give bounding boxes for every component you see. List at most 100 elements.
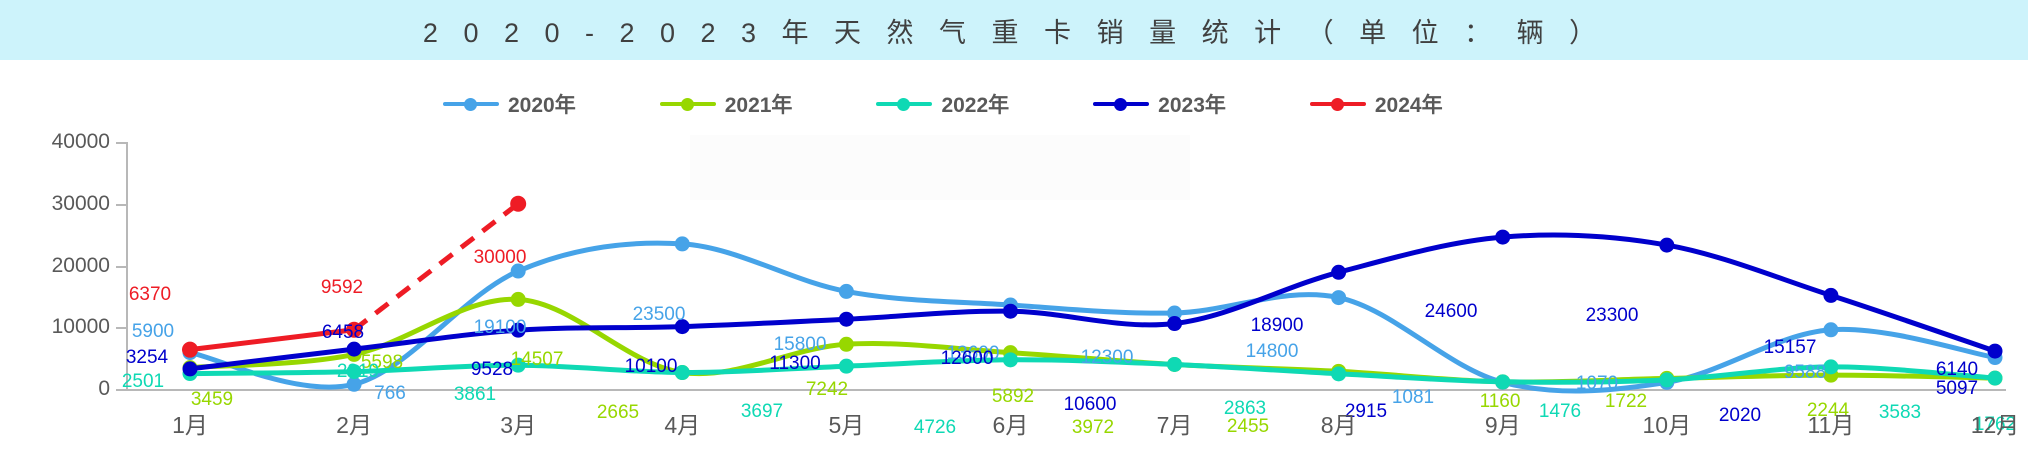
data-point[interactable]	[1659, 237, 1675, 253]
x-axis-tick-label: 9月	[1484, 412, 1521, 438]
data-point[interactable]	[346, 364, 362, 380]
y-axis-tick-label: 10000	[51, 315, 110, 339]
data-point[interactable]	[674, 319, 690, 335]
data-value-label: 1081	[1391, 387, 1435, 408]
data-point[interactable]	[1002, 352, 1018, 368]
data-point[interactable]	[674, 236, 690, 252]
data-point[interactable]	[346, 341, 362, 357]
legend-label: 2022年	[941, 94, 1010, 117]
data-value-label: 23300	[1585, 305, 1639, 326]
data-value-label: 2819	[336, 361, 380, 382]
data-point[interactable]	[838, 283, 854, 299]
data-value-label: 11300	[769, 353, 821, 374]
data-point[interactable]	[510, 322, 526, 338]
y-axis-line	[126, 142, 128, 390]
data-value-label: 6458	[321, 322, 365, 343]
data-value-label: 1722	[1604, 391, 1648, 412]
y-axis-tick-mark	[116, 389, 127, 391]
data-value-label: 24600	[1424, 301, 1478, 322]
data-value-label: 1160	[1479, 391, 1521, 412]
x-axis-tick-label: 10月	[1642, 412, 1692, 438]
legend-2022[interactable]: 2022年	[876, 89, 1009, 119]
data-point[interactable]	[1987, 343, 2003, 359]
line-2023年	[187, 232, 1998, 372]
data-point[interactable]	[838, 311, 854, 327]
x-axis-labels: 1月 2月 3月 4月 5月 6月 7月 8月 9月 10月 11月 12月	[0, 406, 2028, 448]
data-value-label: 2501	[121, 371, 165, 392]
data-value-label: 18900	[1250, 315, 1304, 336]
data-point[interactable]	[346, 321, 363, 338]
data-value-label: 10100	[624, 356, 678, 377]
data-point[interactable]	[510, 263, 526, 279]
data-value-label: 23500	[632, 304, 686, 325]
data-point[interactable]	[346, 376, 362, 392]
data-point[interactable]	[1495, 229, 1511, 245]
data-value-label: 9528	[470, 359, 514, 380]
data-point[interactable]	[838, 336, 854, 352]
data-point[interactable]	[1823, 287, 1839, 303]
data-value-label: 2863	[1223, 398, 1267, 419]
legend-label: 2020年	[508, 94, 576, 117]
legend-2023[interactable]: 2023年	[1093, 89, 1226, 119]
data-value-label: 14800	[1245, 341, 1299, 362]
y-axis-labels: 0 10000 20000 30000 40000	[0, 130, 118, 400]
data-value-label: 5097	[1935, 378, 1979, 399]
data-value-label: 766	[374, 383, 406, 404]
data-value-label: 14507	[510, 349, 564, 370]
x-axis-tick-label: 4月	[664, 412, 701, 438]
x-axis-tick-label: 8月	[1320, 412, 1357, 438]
data-value-label: 13600	[946, 343, 1000, 364]
data-point[interactable]	[838, 358, 854, 374]
data-point[interactable]	[1987, 370, 2003, 386]
data-point[interactable]	[1823, 359, 1839, 375]
chart-legend: 2020年 2021年 2022年 2023年 2024年	[0, 86, 2028, 122]
legend-label: 2021年	[724, 94, 793, 117]
x-axis-tick-label: 12月	[1970, 412, 2020, 438]
x-axis-tick-label: 5月	[828, 412, 865, 438]
data-point[interactable]	[1167, 356, 1183, 372]
data-value-label: 3697	[740, 401, 784, 422]
x-axis-tick-label: 1月	[172, 412, 208, 438]
legend-2024[interactable]: 2024年	[1309, 89, 1443, 119]
data-point[interactable]	[1331, 264, 1347, 280]
data-value-label: 5892	[991, 386, 1035, 407]
legend-swatch-icon	[659, 97, 716, 111]
data-point[interactable]	[1167, 305, 1183, 321]
data-value-label: 3861	[453, 384, 497, 405]
legend-swatch-icon	[443, 97, 499, 111]
y-axis-tick-label: 0	[98, 377, 110, 400]
data-value-label: 6140	[1935, 359, 1979, 380]
data-point[interactable]	[1331, 366, 1347, 382]
data-value-label: 9588	[1783, 362, 1827, 383]
data-point[interactable]	[182, 361, 198, 377]
data-point[interactable]	[1495, 374, 1511, 390]
legend-2020[interactable]: 2020年	[443, 89, 576, 119]
data-value-label: 6370	[128, 284, 172, 305]
data-value-label: 5598	[360, 352, 404, 373]
data-point[interactable]	[1167, 316, 1183, 332]
x-axis-tick-label: 11月	[1807, 412, 1855, 438]
data-point[interactable]	[674, 365, 690, 381]
data-point[interactable]	[510, 291, 526, 307]
legend-swatch-icon	[1309, 97, 1366, 111]
data-point[interactable]	[510, 195, 527, 212]
legend-swatch-icon	[1093, 97, 1150, 111]
legend-label: 2023年	[1158, 94, 1226, 117]
data-value-label: 1762	[1973, 414, 2017, 435]
data-value-label: 2455	[1226, 416, 1270, 437]
data-value-label: 1070	[1575, 373, 1619, 394]
data-value-label: 3972	[1071, 417, 1115, 438]
data-value-label: 4726	[913, 417, 957, 438]
data-point[interactable]	[510, 357, 526, 373]
data-value-label: 15800	[773, 334, 827, 355]
data-point[interactable]	[182, 341, 198, 358]
data-point[interactable]	[1331, 290, 1347, 306]
x-axis-line	[126, 389, 2006, 391]
plot-area: 0 10000 20000 30000 40000 6370 5900 3254 2501 34…	[0, 130, 2028, 449]
data-point[interactable]	[1002, 303, 1018, 319]
data-value-label: 15157	[1763, 337, 1817, 358]
data-point[interactable]	[1659, 372, 1675, 388]
data-point[interactable]	[1823, 322, 1839, 338]
legend-2021[interactable]: 2021年	[659, 89, 793, 119]
